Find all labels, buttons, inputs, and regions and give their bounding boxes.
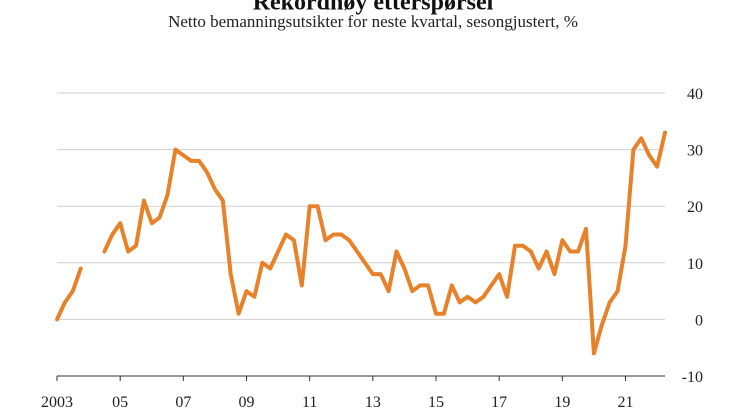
- chart-subtitle: Netto bemanningsutsikter for neste kvart…: [168, 12, 578, 31]
- series-lines: [55, 130, 667, 356]
- x-tick-label-5: 13: [365, 394, 381, 411]
- x-tick-label-8: 19: [554, 394, 570, 411]
- series-line-segment-0-0: [55, 266, 83, 322]
- y-axis: 40 30 20 10 0 -10: [682, 86, 703, 386]
- y-tick-label-0: 40: [687, 86, 703, 103]
- y-tick-label-4: 0: [695, 312, 703, 329]
- chart-title: Rekordhøy etterspørsel: [253, 0, 494, 16]
- x-axis: [56, 375, 665, 381]
- y-tick-label-3: 10: [687, 256, 703, 273]
- x-tick-label-4: 11: [302, 394, 317, 411]
- x-tick-labels: 2003 05 07 09 11 13 15 17 19 21: [41, 394, 634, 411]
- y-tick-label-2: 20: [687, 199, 703, 216]
- y-tick-label-5: -10: [682, 369, 703, 386]
- x-tick-label-0: 2003: [41, 394, 73, 411]
- x-tick-label-9: 21: [618, 394, 634, 411]
- x-tick-label-3: 09: [239, 394, 255, 411]
- x-tick-label-7: 17: [491, 394, 507, 411]
- series-line-segment-0-1: [102, 130, 667, 356]
- x-tick-label-2: 07: [175, 394, 191, 411]
- x-tick-label-1: 05: [112, 394, 128, 411]
- gridlines: [57, 92, 665, 320]
- x-tick-label-6: 15: [428, 394, 444, 411]
- y-tick-label-1: 30: [687, 143, 703, 160]
